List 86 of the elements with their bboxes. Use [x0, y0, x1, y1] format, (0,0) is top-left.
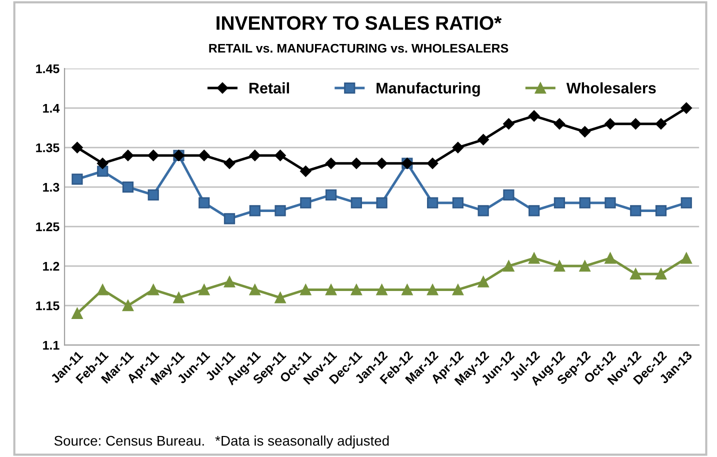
point: [478, 205, 489, 216]
point: [224, 213, 236, 224]
point: [528, 205, 540, 216]
point: [325, 284, 337, 296]
point: [503, 260, 514, 272]
point: [274, 205, 286, 216]
point: [376, 158, 388, 169]
point: [554, 118, 566, 130]
point: [478, 134, 489, 146]
point: [680, 197, 692, 208]
point: [249, 284, 260, 296]
chart-subtitle: RETAIL vs. MANUFACTURING vs. WHOLESALERS: [209, 44, 508, 53]
point: [325, 158, 337, 169]
point: [249, 205, 260, 216]
point: [376, 197, 388, 208]
point: [680, 252, 692, 264]
y-tick-label: 1.45: [36, 64, 60, 74]
y-tick-label: 1.1: [43, 340, 60, 350]
point: [604, 252, 616, 264]
y-tick-label: 1.15: [36, 301, 60, 310]
point: [325, 189, 337, 200]
point: [198, 197, 210, 208]
point: [655, 118, 667, 130]
point: [300, 284, 312, 296]
point: [300, 197, 312, 208]
point: [72, 308, 83, 319]
point: [350, 284, 362, 296]
point: [554, 260, 566, 272]
point: [554, 197, 566, 208]
point: [427, 284, 438, 296]
chart-title: INVENTORY TO SALES RATIO*: [216, 16, 502, 30]
point: [680, 102, 692, 114]
point: [503, 189, 514, 200]
point: [528, 252, 540, 264]
legend-label: Wholesalers: [566, 82, 656, 94]
y-tick-label: 1.25: [36, 222, 60, 232]
point: [604, 118, 616, 130]
point: [630, 205, 642, 216]
y-tick-label: 1.35: [36, 143, 60, 152]
point: [579, 126, 590, 138]
legend-label: Manufacturing: [376, 82, 480, 97]
point: [249, 150, 260, 162]
point: [198, 150, 210, 162]
point: [478, 276, 489, 288]
point: [224, 276, 236, 288]
point: [452, 284, 464, 296]
point: [350, 158, 362, 169]
point: [350, 197, 362, 208]
y-tick-label: 1.2: [43, 262, 60, 271]
text: *Data is seasonally adjusted: [215, 436, 389, 448]
point: [655, 268, 667, 280]
y-tick-label: 1.3: [43, 182, 60, 192]
point: [503, 118, 514, 130]
point: [173, 292, 184, 304]
point: [579, 260, 590, 272]
point: [376, 284, 388, 296]
point: [300, 166, 312, 177]
point: [579, 197, 590, 208]
point: [224, 158, 236, 169]
source-note: Source: Census Bureau.: [54, 436, 204, 446]
point: [97, 166, 108, 177]
point: [604, 197, 616, 208]
point: [148, 150, 159, 162]
point: [122, 300, 134, 312]
point: [122, 181, 134, 193]
legend-label: Retail: [249, 82, 289, 94]
point: [655, 205, 667, 216]
point: [426, 158, 438, 169]
point: [122, 150, 134, 162]
point: [528, 110, 540, 122]
point: [630, 118, 642, 130]
point: [148, 284, 159, 296]
point: [452, 142, 464, 154]
point: [72, 142, 83, 154]
point: [198, 284, 210, 296]
point: [274, 292, 286, 304]
point: [402, 284, 413, 296]
point: [72, 174, 83, 185]
point: [148, 189, 159, 200]
point: [427, 197, 438, 208]
point: [274, 150, 286, 162]
point: [630, 268, 642, 280]
point: [97, 284, 108, 296]
point: [452, 197, 464, 208]
y-tick-label: 1.4: [43, 104, 60, 113]
point: [96, 158, 108, 169]
